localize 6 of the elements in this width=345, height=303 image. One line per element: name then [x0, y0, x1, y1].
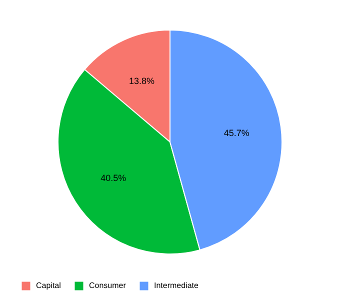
- legend-label: Consumer: [89, 281, 126, 290]
- data-label: 13.8%: [129, 76, 155, 86]
- legend-label: Capital: [36, 281, 62, 290]
- legend-label: Intermediate: [154, 281, 200, 290]
- data-label: 40.5%: [100, 173, 126, 184]
- data-label: 45.7%: [224, 128, 250, 138]
